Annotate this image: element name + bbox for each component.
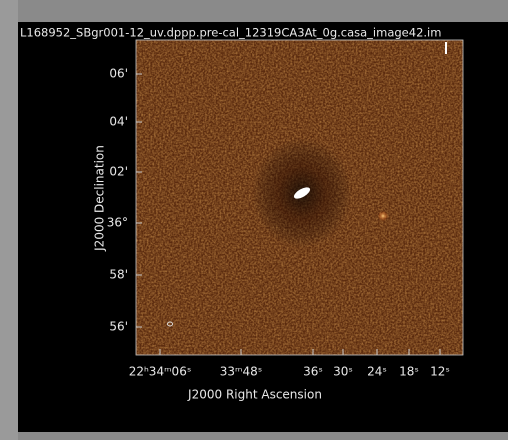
x-tick-label: 12ˢ [430,365,450,379]
y-tick-label: 58' [109,268,128,282]
y-tick-label: 06' [109,67,128,81]
x-tick-label: 24ˢ [367,365,387,379]
x-ticks: 22ʰ34ᵐ06ˢ 33ᵐ48ˢ 36ˢ 30ˢ 24ˢ 18ˢ 12ˢ [129,349,450,379]
y-tick-label: 36° [107,216,128,230]
frame [135,39,464,356]
y-tick-label: 02' [109,165,128,179]
x-tick-label: 18ˢ [399,365,419,379]
y-ticks: 06' 04' 02' 36° 58' 56' [107,67,142,334]
source [378,211,388,221]
x-axis-label: J2000 Right Ascension [187,388,322,402]
image-title: L168952_SBgr001-12_uv.dppp.pre-cal_12319… [20,26,441,40]
desktop [0,0,18,440]
beam-marker [445,42,447,54]
beam-ellipse [167,321,173,327]
x-tick-label: 36ˢ [303,365,323,379]
y-tick-label: 56' [109,320,128,334]
x-tick-label: 22ʰ34ᵐ06ˢ [129,365,192,379]
y-axis-label: J2000 Declination [93,145,107,252]
y-tick-label: 04' [109,115,128,129]
x-tick-label: 30ˢ [333,365,353,379]
x-tick-label: 33ᵐ48ˢ [220,365,263,379]
bright-source [293,187,311,199]
